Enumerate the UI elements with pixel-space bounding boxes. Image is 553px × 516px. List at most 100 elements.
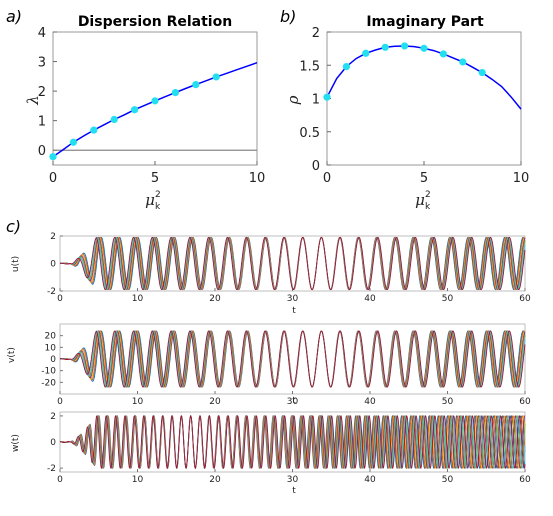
panel-c-u-xtick-label: 50 — [442, 294, 454, 304]
panel-c-w-xtick-label: 40 — [364, 475, 376, 485]
panel-a-xlabel-sup: 2 — [155, 190, 161, 200]
panel-a: a) Dispersion Relation 0 5 10 0 1 2 3 4 λ μ 2 k — [6, 7, 265, 212]
panel-a-xlabel-base: μ — [145, 191, 155, 209]
panel-b-plot-area: 0 5 10 0 0.5 1 1.5 2 — [299, 26, 529, 186]
panel-a-marker — [69, 138, 77, 146]
panel-b-curve — [326, 45, 522, 110]
panel-b-marker — [478, 68, 486, 77]
panel-b-ytick-label: 0.5 — [299, 126, 320, 141]
panel-b-ytick-label: 0 — [312, 159, 320, 174]
panel-c-v-xtick-label: 60 — [519, 397, 531, 407]
panel-c-w-series-line — [59, 414, 526, 469]
panel-b-xtick-label: 5 — [420, 171, 428, 186]
panel-a-marker — [212, 73, 220, 81]
panel-b-xlabel-sup: 2 — [425, 190, 431, 200]
panel-c-u-ytick-label: 2 — [50, 232, 56, 242]
panel-a-ytick-label: 4 — [38, 26, 46, 41]
panel-b-marker — [420, 44, 428, 52]
panel-a-xtick-label: 0 — [49, 171, 57, 186]
panel-b-marker — [381, 43, 389, 51]
panel-b-frame — [326, 31, 522, 166]
panel-c-w-xtick-label: 30 — [287, 475, 299, 485]
panel-a-marker — [131, 106, 139, 114]
panel-c-w-ytick-label: 2 — [50, 412, 56, 422]
panel-c-u-xtick-label: 60 — [519, 294, 531, 304]
panel-b-xlabel-base: μ — [415, 191, 425, 209]
panel-c-u-xtick-label: 0 — [57, 294, 63, 304]
panel-a-marker — [171, 88, 179, 97]
panel-c-w-ytick-label: -2 — [47, 464, 56, 474]
panel-c-u-ytick-label: -2 — [47, 287, 56, 297]
panel-b-xlabel: μ 2 k — [415, 190, 431, 212]
panel-b-marker — [459, 58, 467, 66]
panel-c-v-xtick-label: 40 — [364, 397, 376, 407]
panel-c-w-xlabel: t — [292, 486, 296, 496]
panel-c-w-xtick-label: 10 — [132, 475, 144, 485]
panel-a-xlabel: μ 2 k — [145, 190, 161, 212]
panel-c-w-ylabel: w(t) — [11, 434, 21, 452]
panel-b-xtick-label: 10 — [513, 171, 530, 186]
panel-b-ylabel: ρ — [284, 95, 302, 105]
panel-a-ytick-label: 2 — [38, 85, 46, 100]
panel-c-w-xtick-label: 60 — [519, 475, 531, 485]
panel-a-plot-area: 0 5 10 0 1 2 3 4 — [38, 26, 266, 186]
panel-a-label: a) — [6, 7, 22, 26]
panel-a-marker — [192, 81, 200, 89]
panel-c-w-ytick-label: 0 — [50, 438, 56, 448]
panel-b-marker — [439, 50, 447, 58]
panel-a-xtick-label: 10 — [249, 171, 266, 186]
panel-c-u-series-line — [59, 236, 526, 291]
panel-a-title: Dispersion Relation — [78, 14, 232, 30]
panel-a-xtick-label: 5 — [151, 171, 159, 186]
panel-b-marker — [401, 42, 409, 50]
panel-c-v-ylabel: v(t) — [7, 347, 17, 363]
panel-c-w-xtick-label: 0 — [57, 475, 63, 485]
panel-c-label: c) — [6, 217, 21, 236]
panel-b-ytick-label: 1 — [312, 93, 320, 108]
panel-a-ytick-label: 1 — [38, 115, 46, 130]
panel-c-v-ytick-label: 10 — [45, 343, 57, 353]
panel-c-u-xtick-label: 40 — [364, 294, 376, 304]
panel-c-u-ytick-label: 0 — [50, 260, 56, 270]
panel-c-v-ytick-label: 0 — [50, 355, 56, 365]
panel-c-v-xtick-label: 20 — [209, 397, 221, 407]
panel-c-u-xtick-label: 10 — [132, 294, 144, 304]
panel-a-curve — [52, 61, 258, 158]
panel-b-marker — [323, 93, 331, 101]
panel-b-xtick-label: 0 — [323, 171, 331, 186]
panel-c-w-xtick-label: 50 — [442, 475, 454, 485]
panel-c-u-xtick-label: 30 — [287, 294, 299, 304]
panel-c-v-series-line — [60, 330, 526, 388]
panel-a-ylabel: λ — [24, 95, 42, 106]
panel-b-ytick-label: 2 — [312, 26, 320, 41]
panel-b-marker — [342, 62, 350, 71]
panel-c-v-xtick-label: 30 — [287, 397, 299, 407]
panel-b: b) Imaginary Part 0 5 10 0 0.5 1 1.5 2 ρ μ 2 k — [280, 7, 529, 212]
panel-a-ytick-label: 3 — [38, 56, 46, 71]
panel-b-ytick-label: 1.5 — [299, 59, 320, 74]
panel-c-v-xtick-label: 10 — [132, 397, 144, 407]
panel-c-w-xtick-label: 20 — [209, 475, 221, 485]
panel-c-v-xlabel: t — [292, 396, 296, 406]
panel-b-marker — [362, 49, 370, 57]
panel-a-marker — [90, 126, 98, 134]
panel-a-ytick-label: 0 — [38, 144, 46, 159]
panel-a-marker — [151, 97, 159, 105]
panel-b-title: Imaginary Part — [366, 14, 484, 30]
panel-b-label: b) — [280, 7, 296, 26]
panel-a-xlabel-sub: k — [155, 202, 161, 212]
panel-b-xlabel-sub: k — [425, 202, 431, 212]
panel-c-v-ytick-label: -20 — [41, 378, 56, 388]
panel-c-u-xtick-label: 20 — [209, 294, 221, 304]
panel-a-marker — [110, 115, 118, 124]
panel-c-v-xtick-label: 0 — [57, 397, 63, 407]
panel-c-v-ytick-label: 20 — [45, 332, 57, 342]
panel-c-v-xtick-label: 50 — [442, 397, 454, 407]
panel-c-u-xlabel: t — [292, 306, 296, 316]
panel-a-marker — [49, 153, 57, 161]
